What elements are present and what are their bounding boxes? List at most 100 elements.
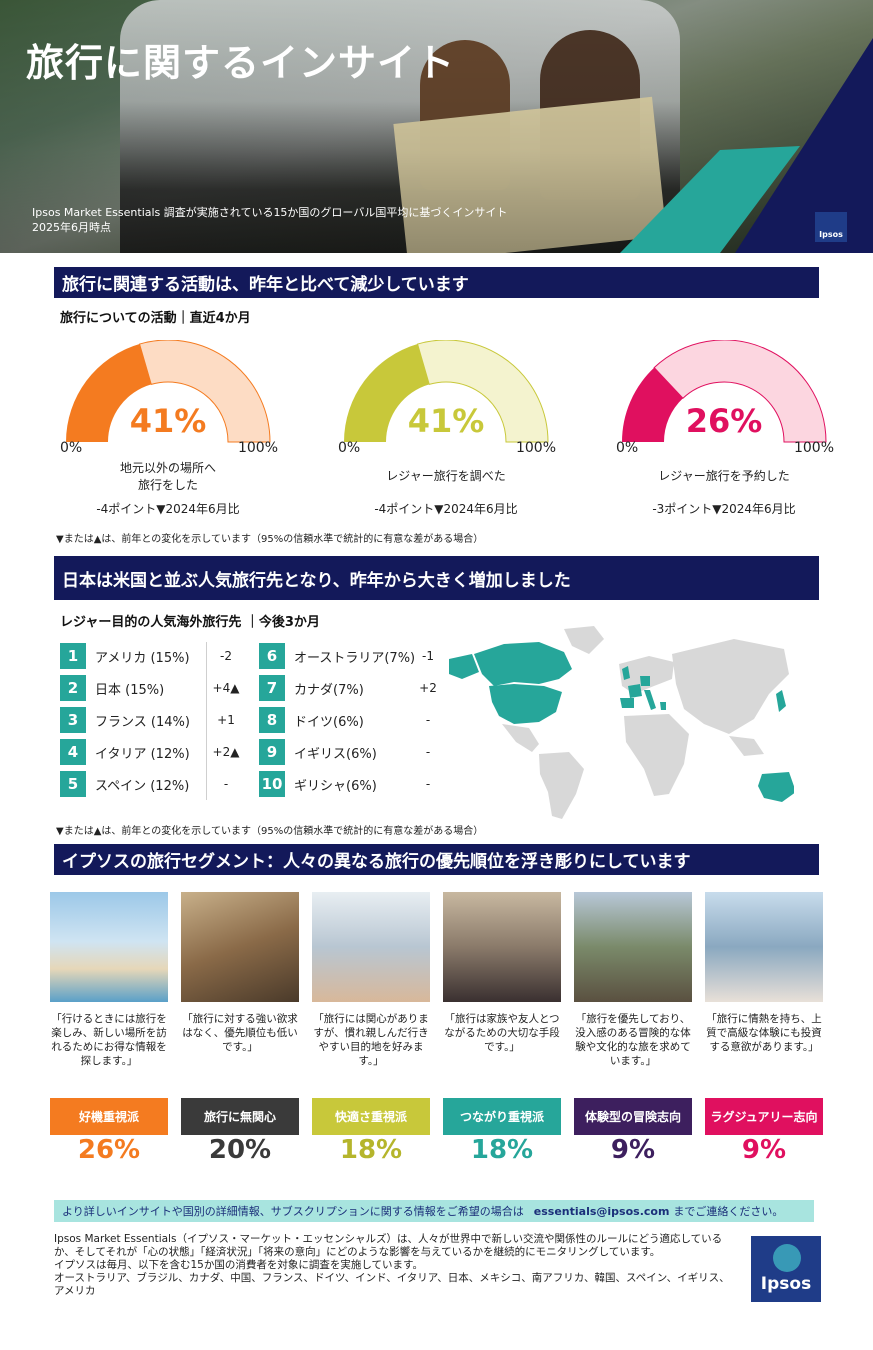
segment-photo — [705, 892, 823, 1002]
segment-photo — [50, 892, 168, 1002]
map-spain — [620, 698, 634, 708]
destination-name: ギリシャ(6%) — [294, 778, 377, 794]
map-africa — [624, 714, 689, 796]
gauge-min-label: 0% — [60, 440, 83, 456]
destination-rank: 3 — [60, 707, 86, 733]
contact-email-link[interactable]: essentials@ipsos.com — [533, 1204, 670, 1218]
section3-banner: イプソスの旅行セグメント：人々の異なる旅行の優先順位を浮き彫りにしています — [54, 844, 819, 875]
segment-percent: 18% — [339, 1135, 403, 1165]
destination-change: -1 — [422, 649, 434, 663]
destination-item: 7 カナダ(7%) — [259, 675, 364, 701]
gauge-max-label: 100% — [515, 440, 556, 456]
ipsos-logo: Ipsos — [751, 1236, 821, 1302]
destination-change: - — [425, 713, 431, 727]
destination-name: イタリア (12%) — [95, 746, 190, 762]
segment-photo — [181, 892, 299, 1002]
segment-percent: 9% — [741, 1135, 787, 1165]
segment-quote: 「旅行を優先しており、没入感のある冒険的な体験や文化的な旅を求めています。」 — [575, 1013, 691, 1067]
destination-divider — [206, 642, 207, 800]
gauge-change: -3ポイント▼2024年6月比 — [652, 502, 796, 516]
gauge-arc — [344, 340, 549, 443]
segment-photo — [574, 892, 692, 1002]
destination-change: +1 — [217, 713, 235, 727]
map-australia — [758, 772, 794, 802]
segment-quote: 「旅行には関心がありますが、慣れ親しんだ行きやすい目的地を好みます。」 — [313, 1013, 429, 1067]
section1-note: ▼または▲は、前年との変化を示しています（95%の信頼水準で統計的に有意な差があ… — [56, 534, 484, 545]
segment-percent: 20% — [208, 1135, 272, 1165]
map-se-asia — [729, 736, 764, 756]
section1-subhead: 旅行についての活動｜直近4か月 — [60, 311, 251, 326]
destination-item: 9 イギリス(6%) — [259, 739, 377, 765]
map-greenland — [564, 626, 604, 654]
destination-rank: 10 — [259, 771, 285, 797]
map-uk — [622, 666, 630, 680]
section2-banner: 日本は米国と並ぶ人気旅行先となり、昨年から大きく増加しました — [54, 556, 819, 600]
destination-item: 5 スペイン (12%) — [60, 771, 189, 797]
gauge-value-arc — [344, 344, 430, 442]
page-title: 旅行に関するインサイト — [26, 41, 456, 85]
destination-rank: 9 — [259, 739, 285, 765]
segment-label: 快適さ重視派 — [312, 1098, 430, 1135]
gauge-max-label: 100% — [237, 440, 278, 456]
destination-item: 1 アメリカ (15%) — [60, 643, 190, 669]
map-japan — [776, 690, 786, 712]
segment-label: 体験型の冒険志向 — [574, 1098, 692, 1135]
hero-banner: 旅行に関するインサイト Ipsos Market Essentials 調査が実… — [0, 0, 873, 253]
segment-quote: 「旅行に対する強い欲求はなく、優先順位も低いです。」 — [182, 1013, 298, 1053]
segment-percent: 9% — [610, 1135, 656, 1165]
destination-rank: 2 — [60, 675, 86, 701]
gauge-min-label: 0% — [616, 440, 639, 456]
section2-subhead: レジャー目的の人気海外旅行先 ｜今後3か月 — [60, 615, 320, 630]
map-mexico — [502, 724, 539, 752]
hero-subtitle: Ipsos Market Essentials 調査が実施されている15か国のグ… — [32, 206, 508, 234]
segment-label: 好機重視派 — [50, 1098, 168, 1135]
destination-change: +4▲ — [212, 681, 240, 695]
destination-item: 8 ドイツ(6%) — [259, 707, 364, 733]
destination-rank: 6 — [259, 643, 285, 669]
gauge-max-label: 100% — [793, 440, 834, 456]
destination-change: - — [223, 777, 229, 791]
gauge-traveled-outside: 41% 0% 100% 地元以外の場所へ 旅行をした -4ポイント▼2024年6… — [58, 340, 278, 516]
destination-name: スペイン (12%) — [95, 778, 190, 794]
contact-bar: より詳しいインサイトや国別の詳細情報、サブスクリプションに関する情報をご希望の場… — [54, 1200, 814, 1222]
destination-name: イギリス(6%) — [294, 746, 377, 762]
gauge-value-arc — [66, 344, 152, 442]
destination-name: ドイツ(6%) — [294, 714, 364, 730]
map-canada — [474, 642, 572, 686]
gauge-arc — [622, 340, 827, 443]
destination-change: +2▲ — [212, 745, 240, 759]
gauge-description: レジャー旅行を調べた — [386, 469, 506, 483]
gauge-remaining-arc — [416, 340, 549, 443]
gauge-description: 地元以外の場所へ 旅行をした — [119, 461, 216, 492]
segment-label: ラグジュアリー志向 — [705, 1098, 823, 1135]
destination-item: 3 フランス (14%) — [60, 707, 190, 733]
gauge-percent: 41% — [407, 402, 485, 440]
destination-change: - — [425, 745, 431, 759]
segment-percent: 18% — [470, 1135, 534, 1165]
map-greece — [660, 702, 666, 710]
gauge-change: -4ポイント▼2024年6月比 — [374, 502, 518, 516]
gauge-min-label: 0% — [338, 440, 361, 456]
destination-rank: 8 — [259, 707, 285, 733]
map-alaska — [449, 654, 479, 679]
destination-rank: 1 — [60, 643, 86, 669]
segment-quote: 「行けるときには旅行を楽しみ、新しい場所を訪れるためにお得な情報を探します。」 — [51, 1013, 167, 1067]
destination-name: フランス (14%) — [95, 714, 190, 730]
destination-name: アメリカ (15%) — [95, 650, 190, 666]
segment-photo — [443, 892, 561, 1002]
segment-quote: 「旅行は家族や友人とつながるための大切な手段です。」 — [444, 1013, 560, 1053]
map-france — [628, 684, 642, 698]
gauge-percent: 41% — [129, 402, 207, 440]
section1-banner: 旅行に関連する活動は、昨年と比べて減少しています — [54, 267, 819, 298]
segment-label: 旅行に無関心 — [181, 1098, 299, 1135]
destination-change: -2 — [220, 649, 232, 663]
gauge-arc — [66, 340, 271, 443]
destination-rank: 7 — [259, 675, 285, 701]
gauge-change: -4ポイント▼2024年6月比 — [96, 502, 240, 516]
gauge-description: レジャー旅行を予約した — [658, 469, 790, 483]
segment-percent: 26% — [77, 1135, 141, 1165]
world-map — [449, 626, 794, 819]
destination-item: 6 オーストラリア(7%) — [259, 643, 415, 669]
destination-name: 日本 (15%) — [95, 682, 165, 698]
destination-item: 10 ギリシャ(6%) — [259, 771, 377, 797]
